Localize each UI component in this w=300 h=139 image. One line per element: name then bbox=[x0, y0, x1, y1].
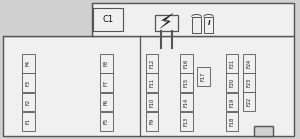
Text: F9: F9 bbox=[150, 118, 154, 124]
FancyBboxPatch shape bbox=[146, 54, 158, 73]
FancyBboxPatch shape bbox=[22, 54, 35, 73]
Polygon shape bbox=[160, 13, 173, 28]
FancyBboxPatch shape bbox=[180, 54, 193, 73]
Text: F15: F15 bbox=[184, 78, 189, 87]
Text: F16: F16 bbox=[184, 59, 189, 68]
Polygon shape bbox=[3, 3, 92, 36]
Text: F22: F22 bbox=[247, 97, 251, 106]
Polygon shape bbox=[254, 126, 273, 136]
FancyBboxPatch shape bbox=[146, 112, 158, 131]
Text: F10: F10 bbox=[150, 97, 154, 107]
FancyBboxPatch shape bbox=[243, 54, 255, 73]
Text: C1: C1 bbox=[102, 15, 114, 24]
Text: F8: F8 bbox=[104, 60, 109, 66]
FancyBboxPatch shape bbox=[180, 73, 193, 92]
Text: F1: F1 bbox=[26, 118, 31, 124]
FancyBboxPatch shape bbox=[22, 112, 35, 131]
FancyBboxPatch shape bbox=[226, 93, 238, 111]
Text: F11: F11 bbox=[150, 78, 154, 87]
Text: F19: F19 bbox=[230, 97, 234, 107]
Text: F2: F2 bbox=[26, 99, 31, 105]
Text: F24: F24 bbox=[247, 59, 251, 68]
Text: F12: F12 bbox=[150, 59, 154, 68]
FancyBboxPatch shape bbox=[192, 17, 201, 33]
Text: F5: F5 bbox=[104, 118, 109, 124]
FancyBboxPatch shape bbox=[22, 93, 35, 111]
FancyBboxPatch shape bbox=[93, 8, 123, 31]
FancyBboxPatch shape bbox=[155, 15, 178, 31]
FancyBboxPatch shape bbox=[226, 54, 238, 73]
Text: F17: F17 bbox=[201, 72, 206, 81]
FancyBboxPatch shape bbox=[204, 17, 214, 33]
FancyBboxPatch shape bbox=[243, 73, 255, 92]
Text: F4: F4 bbox=[26, 60, 31, 66]
Text: F14: F14 bbox=[184, 97, 189, 106]
FancyBboxPatch shape bbox=[243, 92, 255, 111]
Text: F20: F20 bbox=[230, 78, 234, 87]
FancyBboxPatch shape bbox=[146, 93, 158, 111]
FancyBboxPatch shape bbox=[197, 67, 210, 86]
FancyBboxPatch shape bbox=[100, 93, 113, 111]
Text: F18: F18 bbox=[230, 117, 234, 126]
Text: F3: F3 bbox=[26, 80, 31, 86]
Text: i: i bbox=[207, 20, 210, 26]
FancyBboxPatch shape bbox=[100, 73, 113, 92]
Text: F6: F6 bbox=[104, 99, 109, 105]
Text: F7: F7 bbox=[104, 80, 109, 86]
FancyBboxPatch shape bbox=[22, 73, 35, 92]
FancyBboxPatch shape bbox=[226, 112, 238, 131]
FancyBboxPatch shape bbox=[100, 54, 113, 73]
FancyBboxPatch shape bbox=[146, 73, 158, 92]
FancyBboxPatch shape bbox=[180, 93, 193, 111]
Text: F21: F21 bbox=[230, 59, 234, 68]
Text: F13: F13 bbox=[184, 117, 189, 126]
Polygon shape bbox=[92, 3, 294, 36]
FancyBboxPatch shape bbox=[100, 112, 113, 131]
FancyBboxPatch shape bbox=[226, 73, 238, 92]
FancyBboxPatch shape bbox=[180, 112, 193, 131]
Text: F23: F23 bbox=[247, 78, 251, 87]
Polygon shape bbox=[3, 36, 294, 136]
